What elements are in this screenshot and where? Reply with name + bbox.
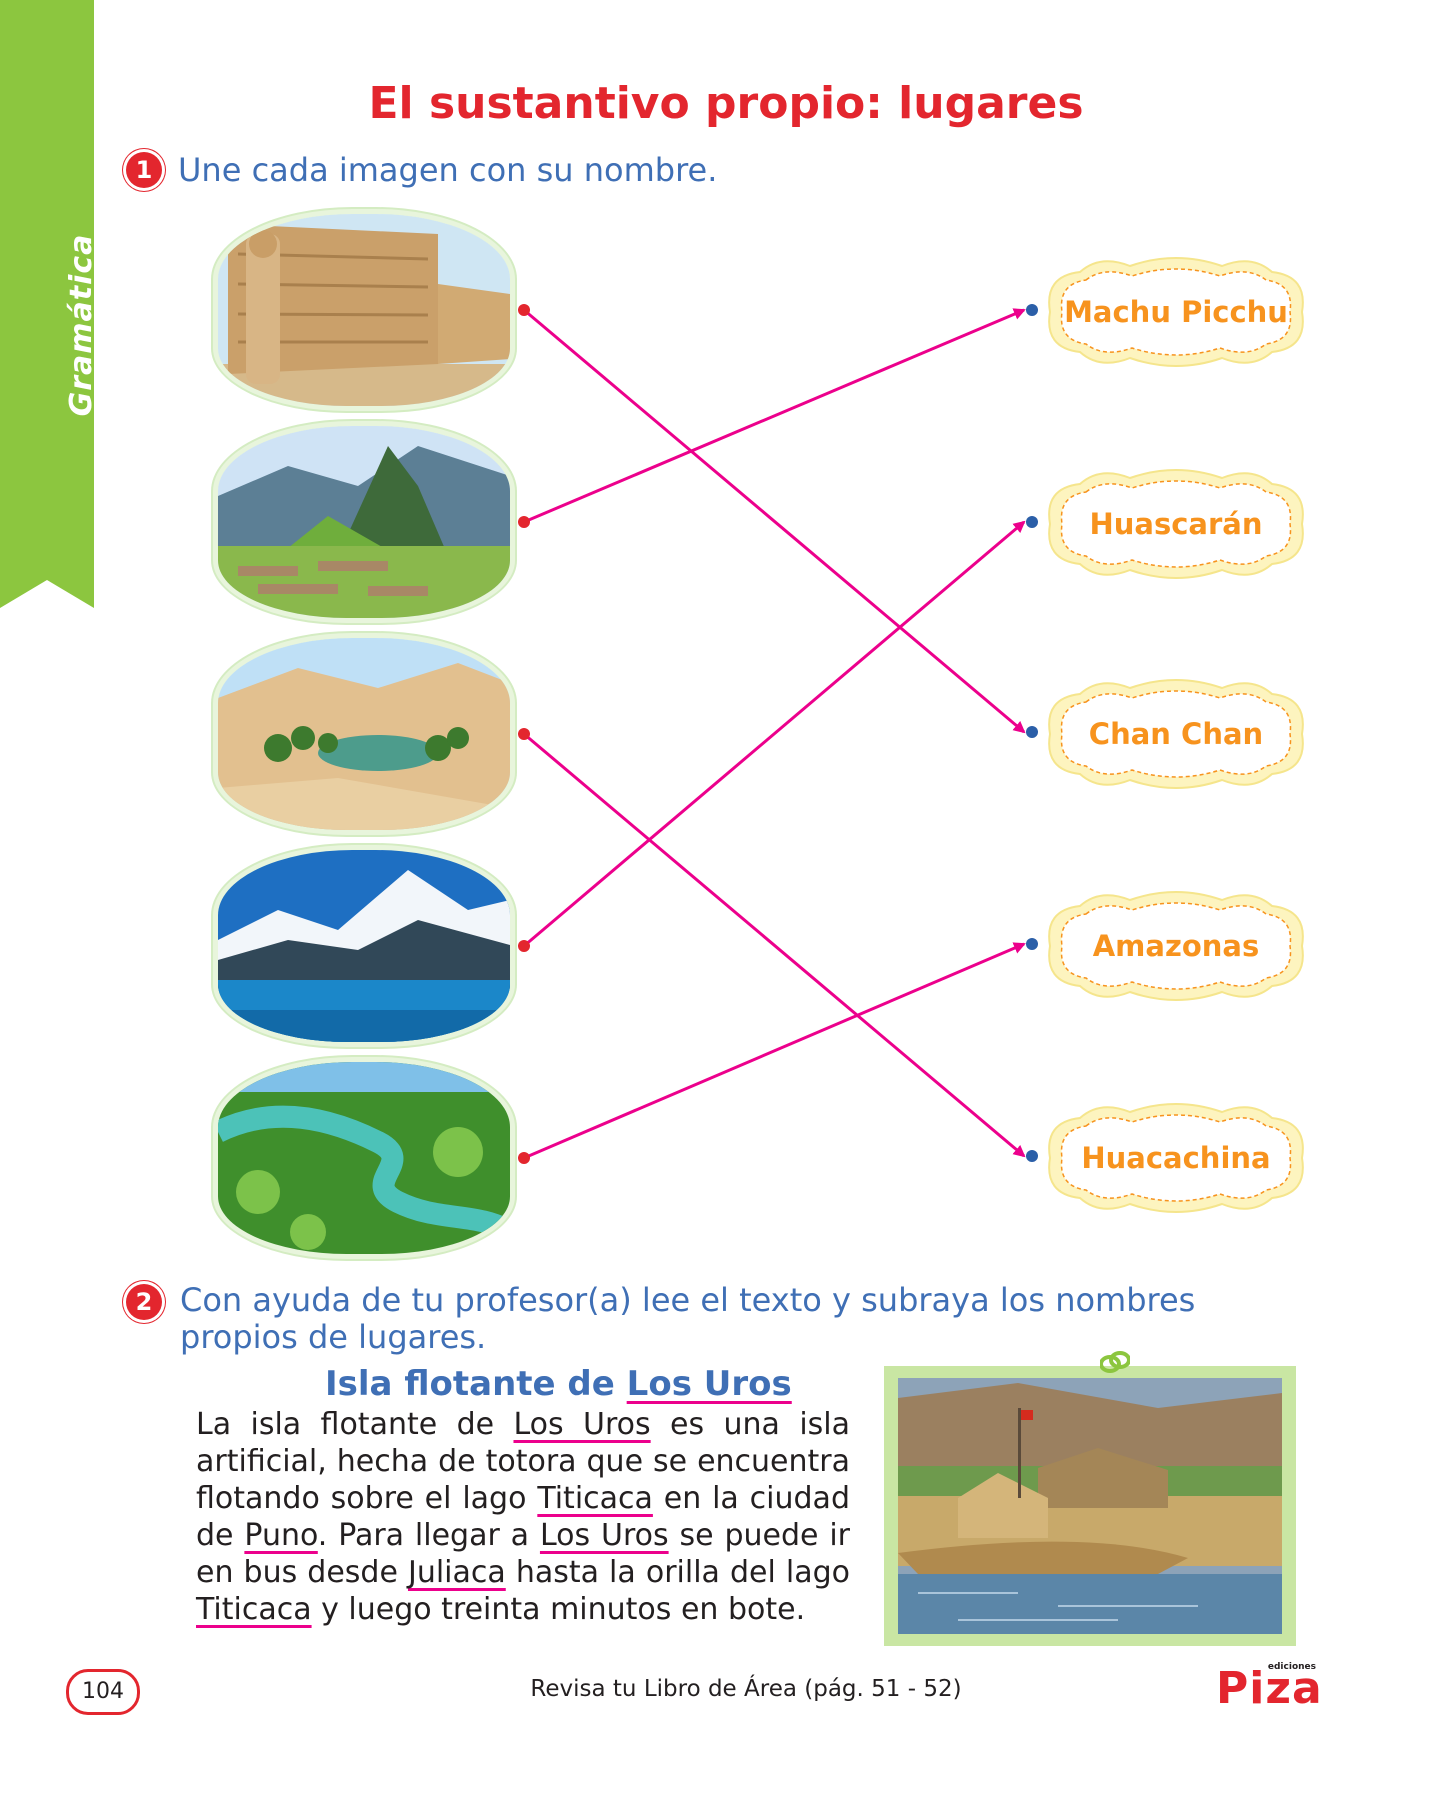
- image-dot-5[interactable]: [518, 1152, 530, 1164]
- paperclip-icon: [1100, 1351, 1130, 1373]
- image-dot-3[interactable]: [518, 728, 530, 740]
- underlined-place: Titicaca: [196, 1592, 312, 1627]
- underlined-place: Titicaca: [537, 1481, 653, 1516]
- machu-picchu-photo[interactable]: [218, 426, 510, 618]
- exercise-1-instruction: Une cada imagen con su nombre.: [178, 151, 718, 189]
- name-label-chan-chan: Chan Chan: [1088, 717, 1264, 751]
- chan-chan-photo[interactable]: [218, 214, 510, 406]
- exercise-1-number: 1: [126, 152, 162, 188]
- story-text: hasta la orilla del lago: [505, 1555, 850, 1590]
- cloud-shape-icon: [1048, 257, 1304, 367]
- underlined-place: Puno: [244, 1518, 318, 1553]
- connection-line-1: [523, 308, 1026, 734]
- connection-line-5: [523, 942, 1026, 1160]
- name-cloud-huascaran[interactable]: Huascarán: [1040, 462, 1312, 586]
- cloud-shape-icon: [1048, 469, 1304, 579]
- huascaran-photo[interactable]: [218, 850, 510, 1042]
- story-text: y luego treinta minutos en bote.: [311, 1592, 806, 1627]
- connection-line-4: [523, 520, 1026, 948]
- name-dot-3[interactable]: [1026, 726, 1038, 738]
- name-dot-2[interactable]: [1026, 516, 1038, 528]
- connection-line-3: [523, 732, 1026, 1158]
- story-title-place: Los Uros: [626, 1364, 792, 1404]
- image-dot-2[interactable]: [518, 516, 530, 528]
- underlined-place: Los Uros: [513, 1407, 651, 1442]
- story-text: es una isla artificial, hecha de totora …: [196, 1407, 851, 1516]
- name-cloud-huacachina[interactable]: Huacachina: [1040, 1096, 1312, 1220]
- logo-subtext: ediciones: [1267, 1662, 1316, 1672]
- image-dot-4[interactable]: [518, 940, 530, 952]
- name-label-amazonas: Amazonas: [1092, 929, 1260, 963]
- name-cloud-amazonas[interactable]: Amazonas: [1040, 884, 1312, 1008]
- name-label-huascaran: Huascarán: [1089, 507, 1263, 541]
- story-text: . Para llegar a: [317, 1518, 540, 1553]
- story-text: en la ciudad de: [196, 1481, 850, 1553]
- los-uros-photo-frame: [884, 1366, 1296, 1646]
- underlined-place: Los Uros: [539, 1518, 669, 1553]
- name-dot-5[interactable]: [1026, 1150, 1038, 1162]
- huacachina-photo[interactable]: [218, 638, 510, 830]
- story-text: se puede ir en bus desde: [196, 1518, 850, 1590]
- publisher-logo: Piza ediciones: [1216, 1662, 1322, 1714]
- los-uros-photo: [898, 1378, 1282, 1634]
- amazonas-photo[interactable]: [218, 1062, 510, 1254]
- name-cloud-chan-chan[interactable]: Chan Chan: [1040, 672, 1312, 796]
- exercise-2-number: 2: [126, 1284, 162, 1320]
- cloud-shape-icon: [1048, 1103, 1304, 1213]
- page-title: El sustantivo propio: lugares: [368, 78, 1084, 129]
- section-label: Gramática: [64, 233, 99, 417]
- image-dot-1[interactable]: [518, 304, 530, 316]
- name-dot-4[interactable]: [1026, 938, 1038, 950]
- name-cloud-machu-picchu[interactable]: Machu Picchu: [1040, 250, 1312, 374]
- name-label-machu-picchu: Machu Picchu: [1064, 295, 1288, 329]
- section-side-tab: [0, 0, 94, 608]
- story-text: La isla flotante de: [196, 1407, 514, 1442]
- footer-reference: Revisa tu Libro de Área (pág. 51 - 52): [530, 1676, 962, 1702]
- name-dot-1[interactable]: [1026, 304, 1038, 316]
- cloud-shape-icon: [1048, 891, 1304, 1001]
- story-title-prefix: Isla flotante de: [325, 1364, 627, 1404]
- page-number: 104: [66, 1669, 140, 1715]
- story-title: Isla flotante de Los Uros: [325, 1364, 792, 1404]
- name-label-huacachina: Huacachina: [1081, 1141, 1271, 1175]
- story-paragraph: La isla flotante de Los Uros es una isla…: [196, 1406, 850, 1628]
- cloud-shape-icon: [1048, 679, 1304, 789]
- underlined-place: Juliaca: [407, 1555, 506, 1590]
- exercise-2-instruction: Con ayuda de tu profesor(a) lee el texto…: [180, 1281, 1196, 1356]
- connection-line-2: [523, 308, 1026, 524]
- logo-text: Piza: [1216, 1663, 1323, 1714]
